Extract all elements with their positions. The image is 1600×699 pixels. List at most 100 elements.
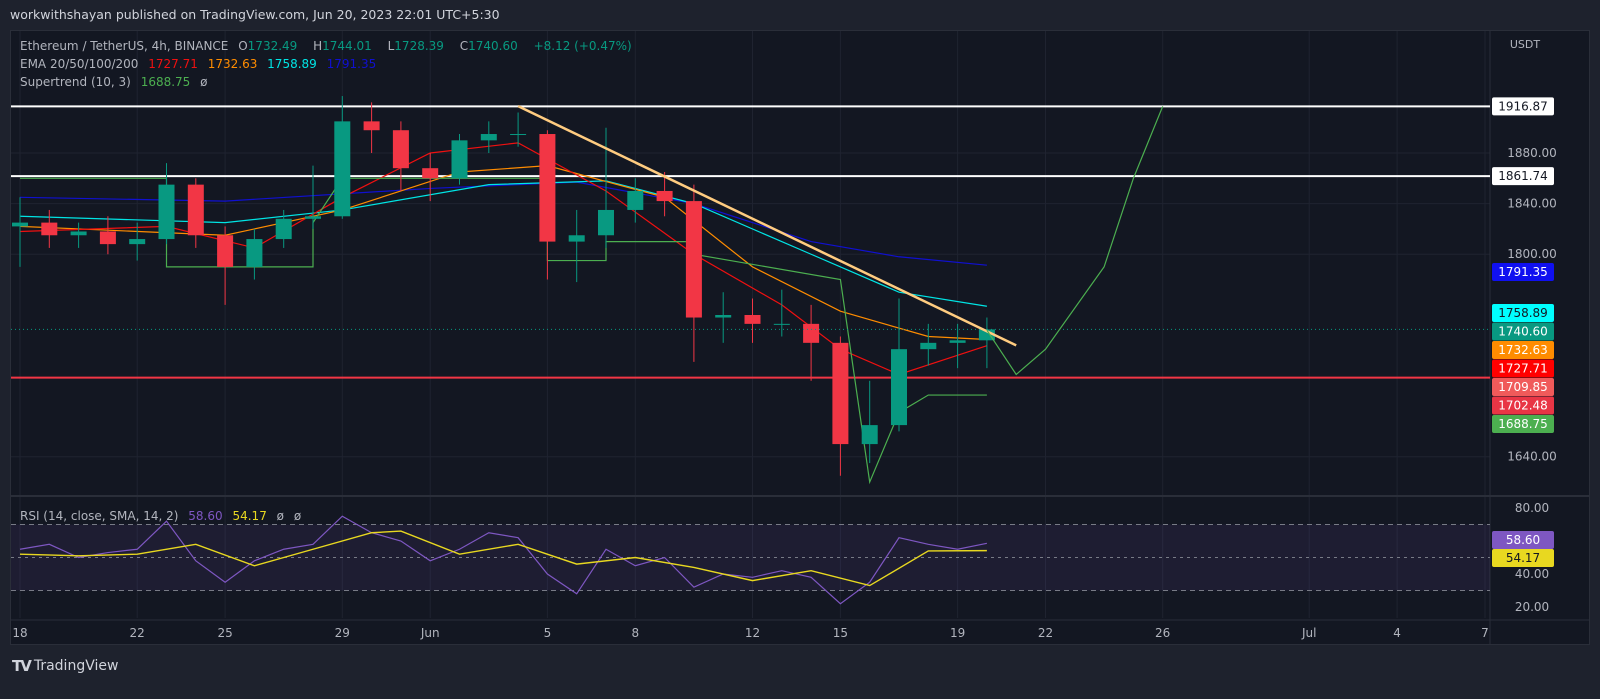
rsi-tick-label: 20.00 <box>1515 600 1549 614</box>
rsi-value-label: 58.60 <box>1506 533 1540 547</box>
candle-body <box>685 201 702 318</box>
candle-body <box>187 184 204 236</box>
high-value: 1744.01 <box>322 39 372 53</box>
level-label-bg <box>1492 167 1554 186</box>
candle-body <box>217 235 234 267</box>
close-value: 1740.60 <box>468 39 518 53</box>
candle-body <box>12 222 28 227</box>
brand-name: TradingView <box>33 658 119 674</box>
candle-body <box>41 222 58 236</box>
level-label: 1861.74 <box>1498 169 1548 183</box>
x-tick-label: 25 <box>217 626 232 640</box>
x-tick-label: 4 <box>1393 626 1401 640</box>
price-label-bg <box>1492 322 1554 341</box>
x-tick-label: 22 <box>130 626 145 640</box>
chart-frame[interactable] <box>10 30 1590 645</box>
price-label: 1688.75 <box>1498 417 1548 431</box>
candle-body <box>627 190 644 210</box>
candle-body <box>656 190 673 202</box>
x-tick-label: 29 <box>335 626 350 640</box>
rsi-legend: RSI (14, close, SMA, 14, 2) 58.60 54.17 … <box>20 509 307 523</box>
x-tick-label: 12 <box>745 626 760 640</box>
candle-body <box>920 342 937 350</box>
symbol-legend: Ethereum / TetherUS, 4h, BINANCE O1732.4… <box>20 39 638 53</box>
rsi-value-label-bg <box>1492 531 1554 549</box>
rsi-label[interactable]: RSI (14, close, SMA, 14, 2) <box>20 509 179 523</box>
ema100-value: 1758.89 <box>267 57 317 71</box>
price-label-bg <box>1492 415 1554 433</box>
candle-body <box>539 134 556 242</box>
candle-body <box>744 314 761 324</box>
supertrend-value: 1688.75 <box>140 75 191 89</box>
y-tick-label: 1800.00 <box>1507 247 1557 261</box>
price-label: 1702.48 <box>1498 399 1548 413</box>
price-label: 1732.63 <box>1498 343 1548 357</box>
projection-path <box>986 106 1164 376</box>
ema50-value: 1732.63 <box>207 57 258 71</box>
price-label: 1791.35 <box>1498 265 1548 279</box>
y-tick-label: 1880.00 <box>1507 146 1557 160</box>
change-value: +8.12 (+0.47%) <box>533 39 632 53</box>
candle-body <box>715 314 732 318</box>
rsi-extra-2: ø <box>293 509 302 523</box>
trendline <box>517 105 1017 347</box>
supertrend-line <box>20 177 987 485</box>
y-tick-label: 1840.00 <box>1507 197 1557 211</box>
x-tick-label: 19 <box>950 626 965 640</box>
ema200-value: 1791.35 <box>326 57 377 71</box>
rsi-sma-line <box>19 530 987 587</box>
supertrend-label[interactable]: Supertrend (10, 3) <box>20 75 131 89</box>
tradingview-logo[interactable]: TV TradingView <box>12 657 118 675</box>
x-tick-label: 8 <box>631 626 639 640</box>
rsi-tick-label: 80.00 <box>1515 501 1549 515</box>
candle-body <box>158 184 175 240</box>
level-label-bg <box>1492 97 1554 116</box>
candle-body <box>451 140 468 179</box>
x-tick-label: 7 <box>1481 626 1489 640</box>
ema20-line <box>19 142 988 376</box>
candle-body <box>832 342 849 445</box>
candle-body <box>363 121 380 131</box>
rsi-value-label-bg <box>1492 549 1554 567</box>
price-label: 1709.85 <box>1498 380 1548 394</box>
x-tick-label: 22 <box>1038 626 1053 640</box>
price-label-bg <box>1492 341 1554 359</box>
price-label-bg <box>1492 378 1554 396</box>
price-label: 1758.89 <box>1498 306 1548 320</box>
x-tick-label: 5 <box>544 626 552 640</box>
candle-body <box>392 130 409 169</box>
candle-body <box>598 209 614 236</box>
publisher-line: workwithshayan published on TradingView.… <box>10 7 500 22</box>
ema20-value: 1727.71 <box>148 57 198 71</box>
currency-label: USDT <box>1510 38 1541 51</box>
price-label-bg <box>1492 263 1554 281</box>
rsi-tick-label: 40.00 <box>1515 567 1549 581</box>
rsi-extra-1: ø <box>276 509 284 523</box>
supertrend-legend: Supertrend (10, 3) 1688.75 ø <box>20 75 213 89</box>
candle-body <box>480 134 497 141</box>
y-tick-label: 1640.00 <box>1507 450 1557 464</box>
candle-body <box>422 168 439 179</box>
close-label: C <box>459 39 469 53</box>
candle-body <box>861 425 878 445</box>
candle-body <box>129 239 146 245</box>
candle-body <box>949 340 966 343</box>
price-label-bg <box>1492 396 1554 415</box>
rsi-line <box>19 515 988 605</box>
open-label: O <box>238 39 248 53</box>
symbol-title[interactable]: Ethereum / TetherUS, 4h, BINANCE <box>20 39 229 53</box>
x-tick-label: 15 <box>833 626 848 640</box>
rsi-value-label: 54.17 <box>1506 551 1540 565</box>
candle-body <box>70 231 87 236</box>
candle-body <box>334 121 351 217</box>
price-label: 1727.71 <box>1498 362 1548 376</box>
price-label-bg <box>1492 359 1554 378</box>
price-label-bg <box>1492 304 1554 322</box>
candle-body <box>246 239 263 267</box>
open-value: 1732.49 <box>247 39 298 53</box>
candle-body <box>803 323 820 343</box>
low-value: 1728.39 <box>394 39 444 53</box>
ema-label[interactable]: EMA 20/50/100/200 <box>20 57 139 71</box>
candle-body <box>891 349 907 426</box>
